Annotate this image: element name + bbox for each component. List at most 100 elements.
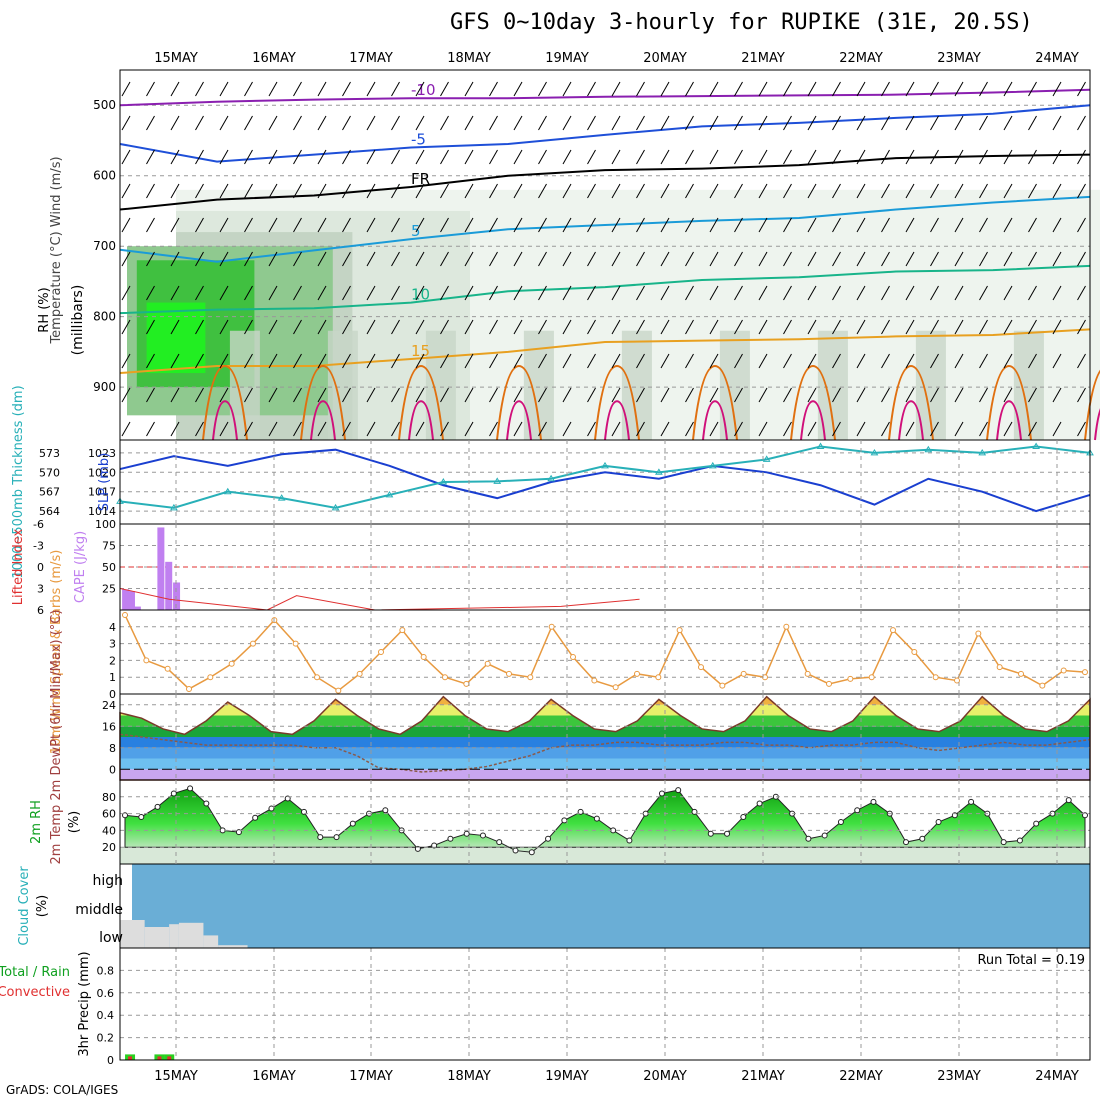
wind-barb bbox=[146, 183, 155, 199]
wind-barb bbox=[587, 115, 596, 131]
chart-title: GFS 0~10day 3-hourly for RUPIKE (31E, 20… bbox=[450, 10, 1033, 35]
wind-barb bbox=[685, 217, 694, 233]
wind-speed-point bbox=[186, 685, 192, 692]
temp-band bbox=[120, 769, 1090, 780]
rh-tick: 20 bbox=[102, 841, 116, 854]
rh-shade-5 bbox=[146, 302, 206, 374]
wind-tick: 4 bbox=[109, 621, 116, 634]
wind-barb bbox=[440, 387, 449, 403]
diurnal-contour bbox=[496, 364, 542, 441]
wind-barb bbox=[905, 285, 915, 301]
wind-speed-point bbox=[719, 682, 726, 689]
wind-barb bbox=[660, 319, 670, 335]
wind-barb bbox=[709, 81, 719, 97]
wind-barb bbox=[366, 319, 376, 335]
rh-base bbox=[120, 847, 1090, 864]
wind-barb bbox=[954, 353, 964, 369]
wind-barb bbox=[538, 183, 547, 199]
wind-barb bbox=[513, 183, 523, 199]
precip-total-rain-label: Total / Rain bbox=[0, 965, 70, 980]
wind-barb bbox=[195, 251, 204, 267]
wind-barb bbox=[293, 285, 302, 301]
wind-barb bbox=[734, 421, 743, 437]
rh-point bbox=[1016, 837, 1023, 844]
rh-point bbox=[968, 798, 975, 805]
wind-barb bbox=[856, 183, 866, 199]
wind-speed-point bbox=[356, 670, 363, 677]
wind-barb bbox=[415, 285, 425, 301]
run-total-label: Run Total = 0.19 bbox=[977, 953, 1085, 968]
temp-band bbox=[120, 715, 1090, 727]
wind-barb bbox=[1028, 217, 1037, 233]
day-label-bottom: 19MAY bbox=[545, 1069, 589, 1084]
wind-barb bbox=[391, 251, 400, 267]
temp-tick: 8 bbox=[109, 742, 116, 755]
wind-barb bbox=[317, 183, 327, 199]
wind-barb bbox=[636, 387, 645, 403]
wind-barb bbox=[513, 421, 523, 437]
wind-barb bbox=[856, 115, 866, 131]
wind-speed-point bbox=[378, 649, 384, 655]
wind-barb bbox=[146, 353, 155, 369]
wind-barb bbox=[268, 285, 278, 301]
wind-barb bbox=[660, 81, 670, 97]
wind-barb bbox=[219, 319, 229, 335]
wind-barb bbox=[758, 251, 768, 267]
wind-barb bbox=[881, 149, 890, 165]
thickness-marker bbox=[385, 490, 394, 498]
wind-barb bbox=[905, 353, 915, 369]
precip-ylabel: 3hr Precip (mm) bbox=[77, 951, 92, 1056]
rh-tick: 80 bbox=[102, 791, 116, 804]
slp-tick: 1017 bbox=[88, 486, 116, 499]
wind-barb bbox=[146, 285, 155, 301]
diurnal-contour-inner bbox=[800, 400, 826, 441]
wind-barb bbox=[317, 81, 327, 97]
wind-barb bbox=[391, 387, 400, 403]
wind-barb bbox=[758, 115, 768, 131]
thickness-marker bbox=[762, 455, 771, 462]
wind-barb bbox=[121, 353, 131, 369]
wind-barb bbox=[391, 285, 400, 301]
wind-speed-point bbox=[228, 660, 235, 667]
wind-barb bbox=[660, 149, 670, 165]
wind-barb bbox=[1077, 421, 1086, 437]
wind-barb bbox=[832, 81, 841, 97]
wind-barb bbox=[244, 115, 253, 131]
wind-barb bbox=[538, 319, 547, 335]
temp-band bbox=[120, 737, 1090, 748]
wind-barb bbox=[807, 421, 817, 437]
day-label-bottom: 24MAY bbox=[1035, 1069, 1079, 1084]
wind-speed-point bbox=[506, 670, 512, 677]
wind-speed-point bbox=[932, 674, 939, 681]
wind-barb bbox=[170, 421, 180, 437]
low-cloud-block bbox=[178, 922, 204, 948]
wind-barb bbox=[856, 387, 866, 403]
wind-barb bbox=[685, 115, 694, 131]
wind-speed-point bbox=[527, 674, 534, 681]
low-cloud-block bbox=[120, 920, 145, 948]
temp-bands bbox=[120, 696, 1090, 780]
wind-barb bbox=[489, 353, 498, 369]
wind-barb bbox=[562, 81, 572, 97]
wind-barb bbox=[954, 387, 964, 403]
wind-barb bbox=[709, 149, 719, 165]
wind-barb bbox=[489, 81, 498, 97]
wind-barb bbox=[195, 319, 204, 335]
wind-tick: 3 bbox=[109, 638, 116, 651]
wind-barb bbox=[905, 81, 915, 97]
wind-barb bbox=[807, 319, 817, 335]
wind-barb bbox=[489, 319, 498, 335]
wind-barb bbox=[905, 183, 915, 199]
wind-barb bbox=[587, 387, 596, 403]
series-slp bbox=[119, 448, 1091, 513]
wind-barb bbox=[317, 251, 327, 267]
wind-barb bbox=[979, 81, 988, 97]
wind-speed-point bbox=[570, 654, 576, 661]
wind-barb bbox=[881, 285, 890, 301]
wind-barb bbox=[342, 251, 351, 267]
wind-barb bbox=[562, 217, 572, 233]
wind-barb bbox=[464, 251, 474, 267]
wind-barb bbox=[121, 285, 131, 301]
wind-speed-point bbox=[484, 660, 491, 667]
diurnal-contour-inner bbox=[604, 400, 630, 441]
